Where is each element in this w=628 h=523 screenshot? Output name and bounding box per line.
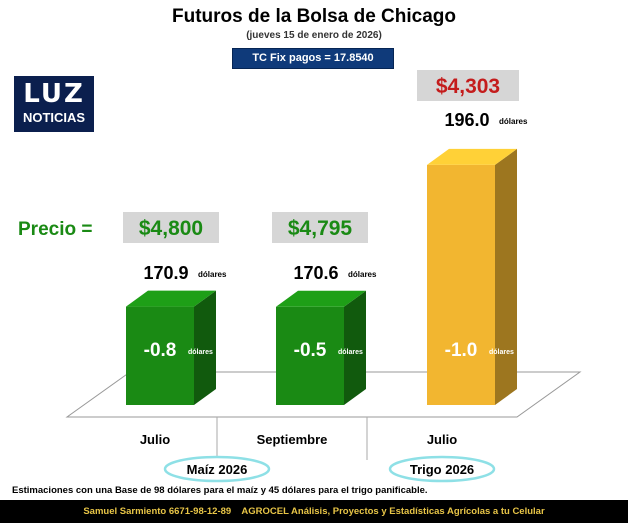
bar-side — [495, 148, 517, 405]
bar-value-unit: dólares — [198, 270, 227, 279]
bar-top — [427, 148, 517, 165]
credit-phone: 6671-98-12-89 — [168, 506, 232, 517]
credit-desc: Análisis, Proyectos y Estadísticas Agríc… — [291, 506, 545, 517]
footer-credit-bar: Samuel Sarmiento 6671-98-12-89 AGROCEL A… — [0, 500, 628, 523]
bar-change-label: -1.0 — [445, 340, 478, 361]
price-label: $4,303 — [436, 75, 500, 98]
bar-side — [194, 290, 216, 405]
group-label: Maíz 2026 — [187, 462, 248, 477]
bar-value-unit: dólares — [348, 270, 377, 279]
credit-name: Samuel Sarmiento — [83, 506, 167, 517]
category-label: Septiembre — [257, 432, 328, 447]
bar-front — [126, 306, 194, 405]
chart-subtitle: (jueves 15 de enero de 2026) — [246, 30, 382, 41]
credit-org: AGROCEL — [241, 506, 289, 517]
price-label: $4,795 — [288, 217, 353, 240]
price-box — [123, 212, 219, 243]
price-caption: Precio = — [18, 219, 92, 240]
bar-change-unit: dólares — [188, 349, 213, 356]
luz-noticias-logo: LUZ NOTICIAS — [14, 76, 94, 132]
price-box — [417, 70, 519, 101]
group-ellipse — [388, 455, 496, 483]
category-label: Julio — [140, 432, 170, 447]
futures-chart: -0.8 dólares 170.9 dólares Julio -0.5 dólares 1… — [18, 70, 582, 483]
bar-front — [276, 306, 344, 405]
footer-note: Estimaciones con una Base de 98 dólares … — [12, 485, 428, 496]
bar-value-unit: dólares — [499, 117, 528, 126]
price-box — [272, 212, 368, 243]
bar-top — [126, 290, 216, 307]
bar-value-label: 196.0 — [444, 110, 489, 130]
group-label: Trigo 2026 — [410, 462, 474, 477]
group-ellipse — [163, 455, 271, 483]
bar-front — [427, 164, 495, 405]
exchange-rate-badge: TC Fix pagos = 17.8540 — [232, 48, 394, 69]
bar-side — [344, 290, 366, 405]
bar-change-unit: dólares — [338, 349, 363, 356]
bar-change-label: -0.8 — [144, 340, 177, 361]
logo-text-top: LUZ — [23, 79, 85, 109]
category-label: Julio — [427, 432, 457, 447]
chart-title: Futuros de la Bolsa de Chicago — [172, 6, 456, 27]
bar-value-label: 170.9 — [143, 263, 188, 283]
bar-change-unit: dólares — [489, 349, 514, 356]
bar-value-label: 170.6 — [293, 263, 338, 283]
bar-top — [276, 290, 366, 307]
price-label: $4,800 — [139, 217, 203, 240]
bar-change-label: -0.5 — [294, 340, 327, 361]
logo-text-bottom: NOTICIAS — [22, 110, 86, 125]
